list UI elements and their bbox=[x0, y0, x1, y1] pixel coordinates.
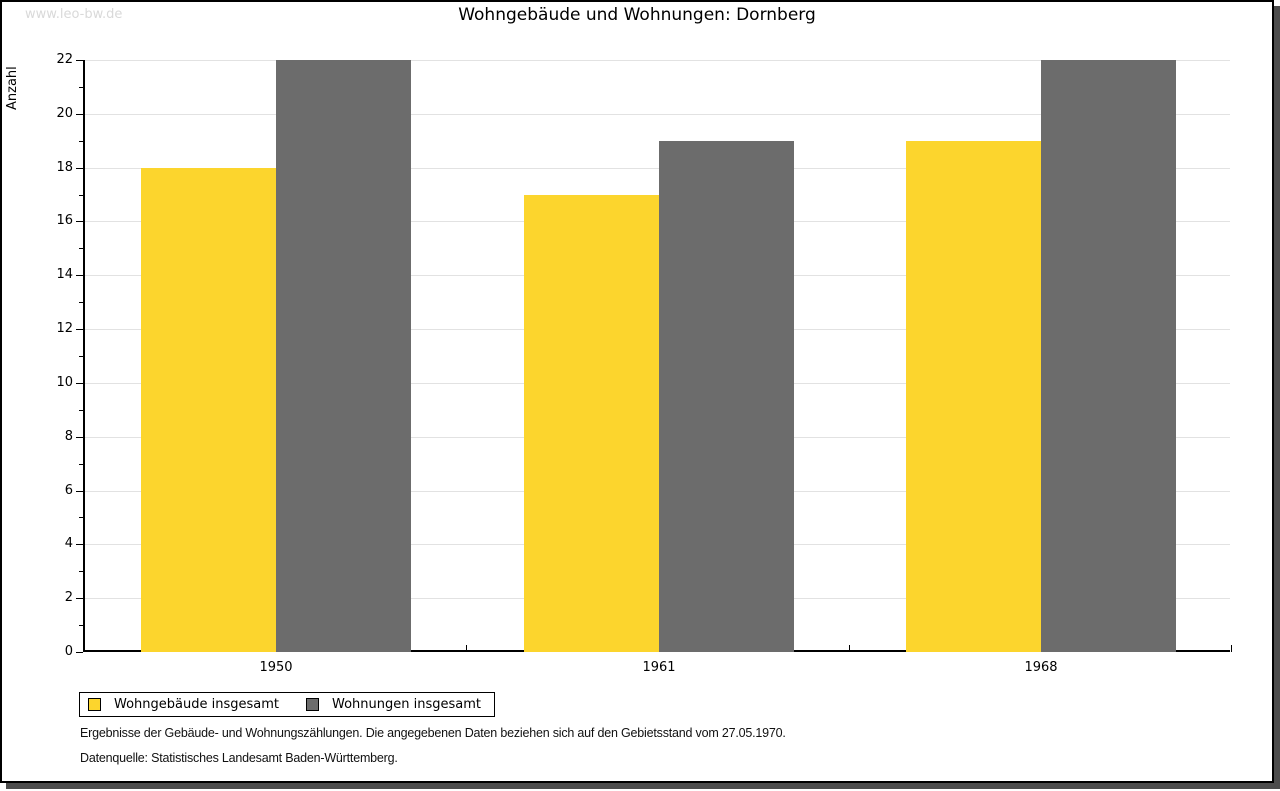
watermark-url: www.leo-bw.de bbox=[25, 7, 123, 22]
x-axis-boundary-tick bbox=[1231, 645, 1232, 652]
x-axis-tick-label: 1961 bbox=[642, 660, 676, 675]
legend-label: Wohngebäude insgesamt bbox=[114, 697, 279, 712]
y-axis-major-tick bbox=[76, 221, 83, 222]
footnote-data-source: Datenquelle: Statistisches Landesamt Bad… bbox=[80, 751, 398, 765]
legend-swatch-icon bbox=[306, 698, 319, 711]
x-axis-boundary-tick bbox=[466, 645, 467, 652]
bar-1961-series-1 bbox=[659, 141, 794, 652]
y-axis-tick-label: 4 bbox=[64, 536, 73, 551]
x-axis-boundary-tick bbox=[849, 645, 850, 652]
y-axis-major-tick bbox=[76, 60, 83, 61]
y-axis-minor-tick bbox=[79, 248, 83, 249]
y-axis-minor-tick bbox=[79, 571, 83, 572]
y-axis-minor-tick bbox=[79, 464, 83, 465]
bar-1950-series-1 bbox=[276, 60, 411, 652]
y-axis-tick-label: 0 bbox=[64, 644, 73, 659]
y-axis-tick-label: 2 bbox=[64, 590, 73, 605]
y-axis-tick-label: 22 bbox=[56, 52, 73, 67]
bar-1961-series-0 bbox=[524, 195, 659, 652]
y-axis-tick-label: 6 bbox=[64, 483, 73, 498]
y-axis-major-tick bbox=[76, 652, 83, 653]
bar-1968-series-0 bbox=[906, 141, 1041, 652]
bar-1968-series-1 bbox=[1041, 60, 1176, 652]
y-axis-major-tick bbox=[76, 168, 83, 169]
y-axis-minor-tick bbox=[79, 302, 83, 303]
x-axis-tick-label: 1968 bbox=[1024, 660, 1058, 675]
y-axis-tick-label: 8 bbox=[64, 429, 73, 444]
legend-item-1: Wohnungen insgesamt bbox=[306, 697, 481, 712]
y-axis-tick-label: 14 bbox=[56, 267, 73, 282]
y-axis-major-tick bbox=[76, 275, 83, 276]
y-axis-tick-label: 16 bbox=[56, 213, 73, 228]
y-axis-tick-label: 20 bbox=[56, 106, 73, 121]
gridline bbox=[85, 114, 1230, 115]
y-axis-tick-label: 12 bbox=[56, 321, 73, 336]
y-axis-tick-label: 10 bbox=[56, 375, 73, 390]
footnote-source-note: Ergebnisse der Gebäude- und Wohnungszähl… bbox=[80, 726, 786, 740]
legend: Wohngebäude insgesamt Wohnungen insgesamt bbox=[79, 692, 495, 717]
y-axis-minor-tick bbox=[79, 356, 83, 357]
y-axis-label: Anzahl bbox=[5, 66, 20, 110]
y-axis-minor-tick bbox=[79, 625, 83, 626]
y-axis-major-tick bbox=[76, 383, 83, 384]
footnotes: Ergebnisse der Gebäude- und Wohnungszähl… bbox=[80, 726, 786, 776]
y-axis-minor-tick bbox=[79, 87, 83, 88]
y-axis-major-tick bbox=[76, 491, 83, 492]
y-axis-major-tick bbox=[76, 598, 83, 599]
y-axis-major-tick bbox=[76, 329, 83, 330]
gridline bbox=[85, 168, 1230, 169]
bar-1950-series-0 bbox=[141, 168, 276, 652]
y-axis-major-tick bbox=[76, 114, 83, 115]
legend-label: Wohnungen insgesamt bbox=[332, 697, 481, 712]
x-axis-tick-label: 1950 bbox=[259, 660, 293, 675]
gridline bbox=[85, 60, 1230, 61]
y-axis-minor-tick bbox=[79, 410, 83, 411]
legend-swatch-icon bbox=[88, 698, 101, 711]
y-axis-minor-tick bbox=[79, 195, 83, 196]
y-axis-minor-tick bbox=[79, 141, 83, 142]
y-axis-minor-tick bbox=[79, 517, 83, 518]
plot-area: 0 2 4 6 8 10 12 14 16 18 20 22 1950 1961 1968 bbox=[56, 53, 1232, 675]
chart-title: Wohngebäude und Wohnungen: Dornberg bbox=[458, 5, 816, 25]
y-axis-tick-label: 18 bbox=[56, 160, 73, 175]
y-axis-major-tick bbox=[76, 437, 83, 438]
y-axis-major-tick bbox=[76, 544, 83, 545]
legend-item-0: Wohngebäude insgesamt bbox=[88, 697, 279, 712]
